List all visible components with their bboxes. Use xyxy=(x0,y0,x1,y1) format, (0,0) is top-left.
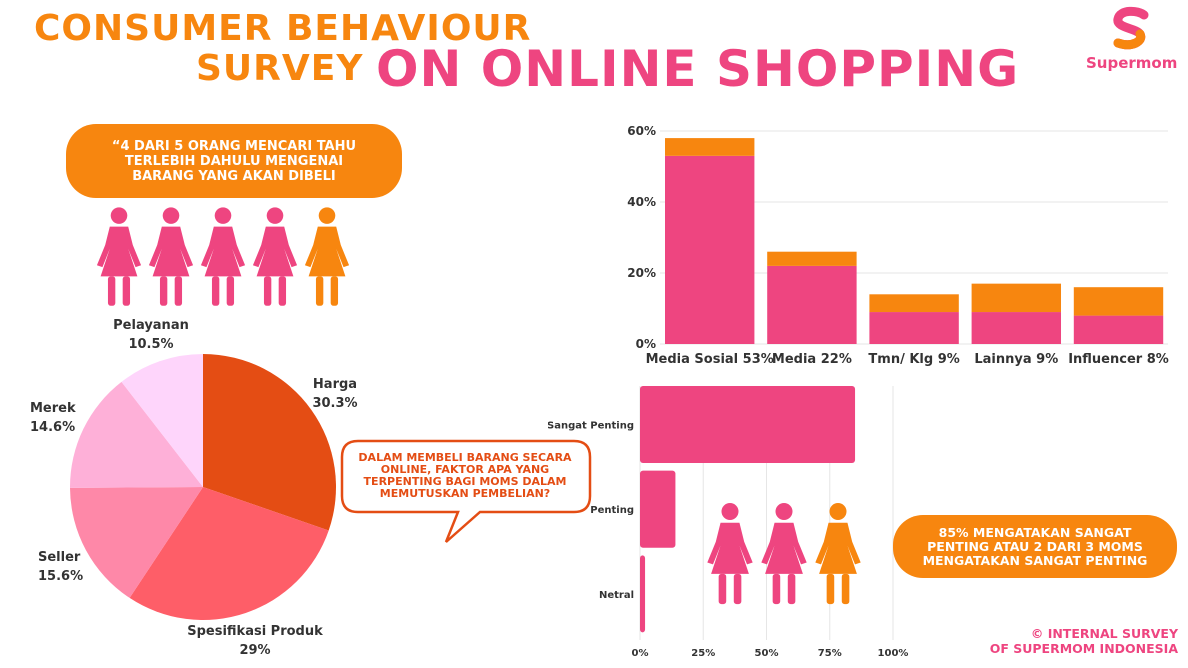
title-line-3: ON ONLINE SHOPPING xyxy=(376,40,1020,98)
pie-slice-harga xyxy=(203,354,336,531)
bar-segment xyxy=(869,312,959,344)
bar-segment xyxy=(665,138,755,156)
pie-slice-spesifikasi-produk xyxy=(129,487,329,620)
footer-line-1: © INTERNAL SURVEY xyxy=(1030,626,1178,641)
x-category-label: Media 22% xyxy=(772,352,852,367)
bar-segment xyxy=(1073,315,1164,344)
brand-name: Supermom xyxy=(1086,54,1178,72)
y-tick-label: 0% xyxy=(636,337,656,351)
x-category-label: Tmn/ Klg 9% xyxy=(868,352,959,367)
pie-label-pelayanan-name: Pelayanan xyxy=(113,318,189,333)
speech-bubble-text: DALAM MEMBELI BARANG SECARA ONLINE, FAKT… xyxy=(358,451,572,500)
hbar xyxy=(640,386,856,464)
title-line-2: SURVEY xyxy=(196,48,364,89)
pie-label-pelayanan: Pelayanan 10.5% xyxy=(106,316,196,354)
importance-bar-chart: 0% 25% 50% 75% 100% Sangat Penting Penting Netr… xyxy=(548,386,909,659)
pie-label-harga: Harga 30.3% xyxy=(300,375,370,413)
bar-segment xyxy=(971,312,1062,344)
pictogram-row-top xyxy=(96,204,356,314)
y-category-label: Penting xyxy=(590,505,634,516)
pie-label-spesifikasi-name: Spesifikasi Produk xyxy=(187,624,323,639)
x-tick-label: 100% xyxy=(878,648,909,659)
supermom-logo-icon xyxy=(1113,6,1149,50)
pie-slice-seller xyxy=(70,487,203,598)
title-line-1: CONSUMER BEHAVIOUR xyxy=(34,8,532,49)
pie-label-seller-name: Seller xyxy=(38,550,81,565)
person-icon xyxy=(304,207,350,306)
bar-segment xyxy=(1073,287,1164,316)
hbar xyxy=(640,555,646,633)
stat-pill: 85% MENGATAKAN SANGAT PENTING ATAU 2 DAR… xyxy=(893,515,1177,578)
x-tick-label: 25% xyxy=(691,648,715,659)
footer-line-2: OF SUPERMOM INDONESIA xyxy=(989,641,1178,656)
pie-label-pelayanan-value: 10.5% xyxy=(128,337,174,352)
x-category-label: Influencer 8% xyxy=(1068,352,1169,367)
bar-segment xyxy=(869,294,959,313)
pie-slice-pelayanan xyxy=(121,354,203,487)
y-tick-label: 20% xyxy=(627,266,656,280)
pie-slice-merek xyxy=(70,381,203,488)
pictogram-row-bottom xyxy=(706,502,868,610)
pie-label-harga-name: Harga xyxy=(312,377,358,392)
bar-segment xyxy=(971,283,1062,313)
bar-segment xyxy=(767,251,857,266)
pie-label-merek-value: 14.6% xyxy=(30,420,76,435)
footer-credit: © INTERNAL SURVEY OF SUPERMOM INDONESIA xyxy=(960,626,1178,656)
person-icon xyxy=(252,207,298,306)
person-icon xyxy=(761,502,807,605)
quote-text: “4 DARI 5 ORANG MENCARI TAHU TERLEBIH DA… xyxy=(111,138,357,184)
stat-pill-text: 85% MENGATAKAN SANGAT PENTING ATAU 2 DAR… xyxy=(922,524,1148,568)
person-icon xyxy=(96,207,142,306)
y-tick-label: 60% xyxy=(627,124,656,138)
pie-label-merek: Merek 14.6% xyxy=(30,399,86,437)
y-category-label: Sangat Penting xyxy=(548,421,634,432)
pie-chart xyxy=(70,354,336,620)
quote-pill: “4 DARI 5 ORANG MENCARI TAHU TERLEBIH DA… xyxy=(66,124,402,198)
x-category-label: Media Sosial 53% xyxy=(646,352,774,367)
pie-label-harga-value: 30.3% xyxy=(312,396,358,411)
y-tick-label: 40% xyxy=(627,195,656,209)
x-tick-label: 50% xyxy=(755,648,779,659)
pie-label-spesifikasi: Spesifikasi Produk 29% xyxy=(180,622,330,660)
bar-segment xyxy=(767,265,857,344)
pie-label-spesifikasi-value: 29% xyxy=(239,643,271,658)
pie-label-seller: Seller 15.6% xyxy=(38,548,94,586)
speech-bubble xyxy=(340,439,592,543)
pie-label-seller-value: 15.6% xyxy=(38,569,84,584)
source-bar-chart: 0% 20% 40% 60% Media Sosial 53%Media 22% Tmn/… xyxy=(627,124,1169,367)
x-tick-label: 75% xyxy=(818,648,842,659)
x-category-label: Lainnya 9% xyxy=(974,352,1058,367)
hbar xyxy=(640,470,676,548)
pie-label-merek-name: Merek xyxy=(30,401,76,416)
x-tick-label: 0% xyxy=(632,648,649,659)
person-icon xyxy=(707,502,753,605)
bar-segment xyxy=(665,155,755,344)
y-category-label: Netral xyxy=(599,590,634,601)
person-icon xyxy=(200,207,246,306)
person-icon xyxy=(148,207,194,306)
person-icon xyxy=(815,502,861,605)
